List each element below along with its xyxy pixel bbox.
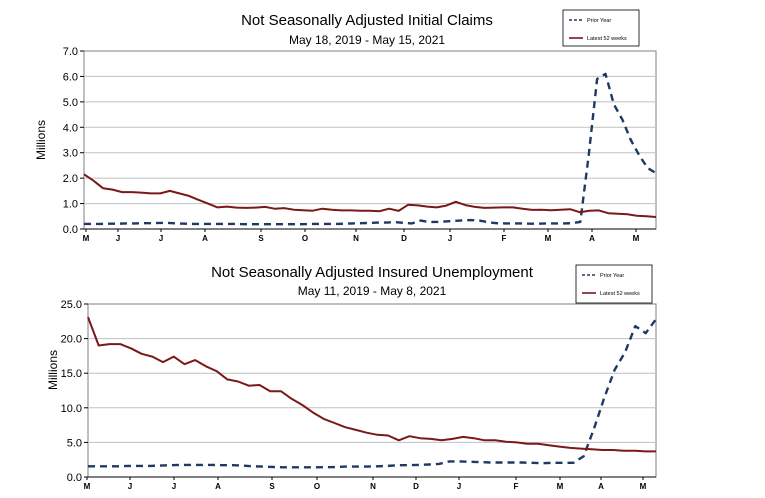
- x-tick-label: J: [159, 234, 163, 243]
- y-tick-label: 1.0: [63, 199, 78, 211]
- series-prior-year-line: [88, 318, 657, 469]
- x-tick-label: D: [401, 234, 407, 243]
- x-tick-label: F: [514, 482, 519, 491]
- x-tick-label: A: [589, 234, 595, 243]
- plot-area: [87, 303, 657, 478]
- y-tick-label: 5.0: [63, 97, 78, 109]
- x-tick-label: M: [557, 482, 564, 491]
- x-tick-label: J: [116, 234, 120, 243]
- y-tick-label: 7.0: [63, 46, 78, 58]
- x-tick-label: J: [457, 482, 461, 491]
- legend-label: Latest 52 weeks: [600, 291, 640, 297]
- x-tick-label: J: [128, 482, 132, 491]
- x-tick-label: M: [83, 234, 90, 243]
- legend-label: Prior Year: [587, 18, 611, 24]
- chart-title: Not Seasonally Adjusted Initial Claims: [241, 12, 493, 29]
- y-tick-label: 6.0: [63, 71, 78, 83]
- x-tick-label: M: [633, 234, 640, 243]
- y-tick-label: 10.0: [61, 403, 82, 415]
- x-tick-label: N: [353, 234, 359, 243]
- y-tick-label: 15.0: [61, 368, 82, 380]
- x-tick-label: O: [314, 482, 320, 491]
- legend-label: Prior Year: [600, 273, 624, 279]
- y-tick-label: 25.0: [61, 299, 82, 311]
- y-axis-label: Millions: [46, 350, 60, 390]
- x-tick-label: A: [202, 234, 208, 243]
- x-tick-label: M: [84, 482, 91, 491]
- x-tick-label: M: [545, 234, 552, 243]
- chart-subtitle: May 18, 2019 - May 15, 2021: [289, 33, 445, 47]
- legend-box: [562, 9, 640, 47]
- x-tick-label: S: [258, 234, 264, 243]
- plot-area: [83, 50, 657, 230]
- x-tick-label: O: [302, 234, 308, 243]
- x-tick-label: F: [502, 234, 507, 243]
- initial-claims-chart: Not Seasonally Adjusted Initial Claims Ma…: [34, 9, 657, 243]
- y-tick-label: 20.0: [61, 334, 82, 346]
- chart-title: Not Seasonally Adjusted Insured Unemploy…: [211, 264, 534, 281]
- x-tick-label: A: [215, 482, 221, 491]
- y-tick-label: 0.0: [63, 224, 78, 236]
- y-tick-label: 0.0: [67, 472, 82, 484]
- y-tick-label: 3.0: [63, 148, 78, 160]
- insured-unemployment-chart: Not Seasonally Adjusted Insured Unemploy…: [46, 264, 657, 491]
- x-tick-label: N: [370, 482, 376, 491]
- series-latest-52-weeks-line: [87, 316, 656, 453]
- series-latest-52-weeks-line: [83, 173, 657, 218]
- y-tick-label: 5.0: [67, 437, 82, 449]
- chart-subtitle: May 11, 2019 - May 8, 2021: [298, 284, 447, 298]
- y-tick-label: 4.0: [63, 122, 78, 134]
- legend: Prior Year Latest 52 weeks: [562, 9, 640, 47]
- x-tick-label: S: [269, 482, 275, 491]
- x-tick-label: J: [448, 234, 452, 243]
- x-tick-label: J: [172, 482, 176, 491]
- legend-box: [575, 264, 653, 304]
- x-tick-label: D: [413, 482, 419, 491]
- x-tick-label: M: [640, 482, 647, 491]
- y-axis-label: Millions: [34, 120, 48, 160]
- y-tick-label: 2.0: [63, 173, 78, 185]
- legend-label: Latest 52 weeks: [587, 36, 627, 42]
- x-tick-label: A: [598, 482, 604, 491]
- legend: Prior Year Latest 52 weeks: [575, 264, 653, 304]
